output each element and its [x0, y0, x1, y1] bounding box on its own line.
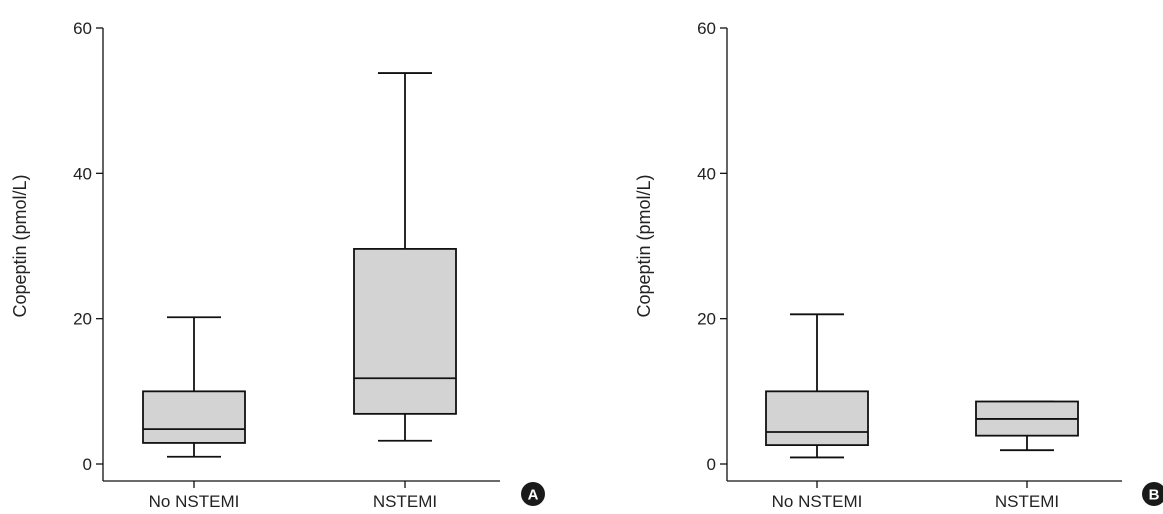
y-tick-label: 0 — [83, 455, 92, 474]
y-tick-label: 20 — [697, 310, 716, 329]
x-tick-label: No NSTEMI — [149, 492, 240, 511]
box-nstemi — [353, 72, 457, 442]
y-axis-title: Copeptin (pmol/L) — [634, 174, 654, 317]
x-tick-label: No NSTEMI — [772, 492, 863, 511]
box-no-nstemi — [765, 313, 869, 459]
box-nstemi — [975, 400, 1079, 452]
panel-letter-circle — [1142, 482, 1163, 506]
iqr-box — [765, 390, 869, 447]
y-tick-label: 40 — [73, 164, 92, 183]
iqr-box — [142, 390, 246, 444]
y-tick-label: 20 — [73, 310, 92, 329]
y-tick-label: 60 — [73, 19, 92, 38]
panel-letter-badge: A — [521, 482, 545, 506]
iqr-box — [353, 248, 457, 415]
y-tick-label: 0 — [707, 455, 716, 474]
panel-letter: A — [528, 487, 539, 504]
panel-letter-badge: B — [1142, 482, 1163, 506]
box-no-nstemi — [142, 316, 246, 458]
x-tick-label: NSTEMI — [995, 492, 1059, 511]
panel-letter-circle — [521, 482, 545, 506]
panel-b: 0 20 40 60 Copeptin (pmol/L) No NSTEMI NSTEMI B — [634, 19, 1163, 511]
y-axis-title: Copeptin (pmol/L) — [10, 174, 30, 317]
panel-letter: B — [1149, 487, 1160, 504]
y-tick-label: 40 — [697, 164, 716, 183]
x-tick-label: NSTEMI — [373, 492, 437, 511]
panel-a: 0 20 40 60 Copeptin (pmol/L) No NSTEMI NSTEMI A — [10, 19, 545, 511]
y-tick-label: 60 — [697, 19, 716, 38]
